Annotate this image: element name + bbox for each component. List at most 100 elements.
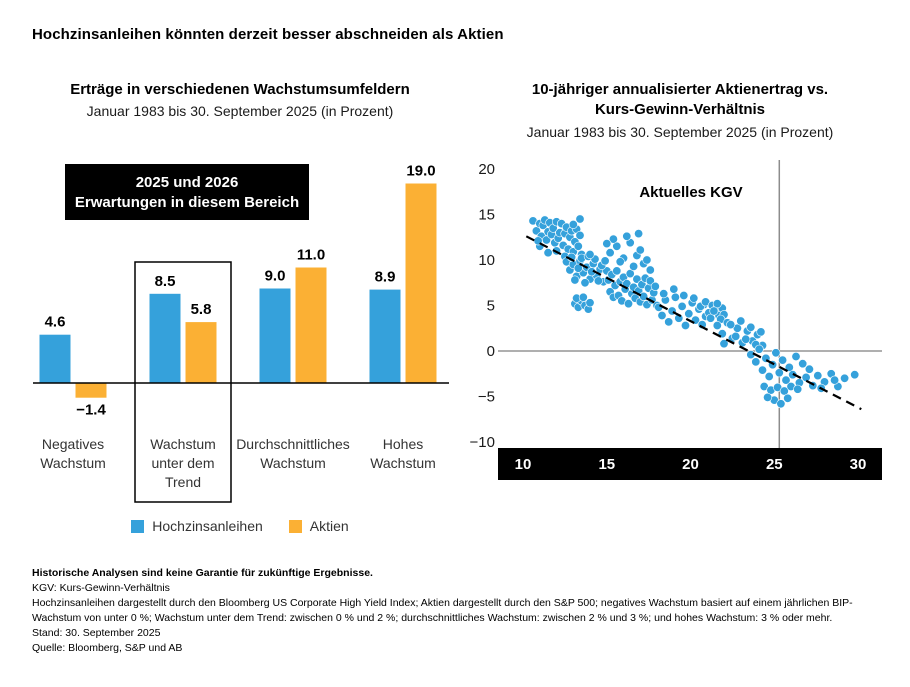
bar	[149, 293, 181, 384]
bar-value-label: 5.8	[191, 301, 212, 318]
scatter-chart-title-line2: Kurs-Gewinn-Verhältnis	[594, 101, 766, 119]
scatter-point	[778, 355, 788, 365]
legend-swatch-yellow	[288, 519, 302, 533]
annotation-box	[65, 164, 309, 220]
bar-value-label: −1.4	[76, 402, 106, 419]
scatter-point	[612, 241, 622, 251]
scatter-point	[712, 321, 722, 331]
scatter-point	[639, 291, 649, 301]
scatter-point	[793, 384, 803, 394]
scatter-point	[741, 334, 751, 344]
scatter-point	[774, 368, 784, 378]
bar	[185, 322, 217, 383]
category-label: Wachstum	[150, 436, 216, 452]
scatter-point	[804, 364, 814, 374]
legend-item-aktien: Aktien	[288, 518, 349, 534]
scatter-chart-header: 10-jähriger annualisierter Aktienertrag …	[465, 80, 895, 140]
scatter-point	[776, 399, 786, 409]
scatter-point	[840, 373, 850, 383]
scatter-point	[757, 365, 767, 375]
scatter-point	[712, 299, 722, 309]
bar	[295, 267, 327, 383]
scatter-point	[578, 292, 588, 302]
category-label: Hohes	[383, 436, 423, 452]
bar	[405, 183, 437, 383]
bar-value-label: 4.6	[45, 314, 66, 331]
scatter-point	[615, 257, 625, 267]
scatter-point	[650, 281, 660, 291]
scatter-point	[602, 239, 612, 249]
bar-chart-title: Erträge in verschiedenen Wachstumsumfeld…	[70, 81, 410, 98]
bar-value-label: 9.0	[265, 268, 286, 285]
scatter-point	[622, 231, 632, 241]
scatter-point	[679, 291, 689, 301]
scatter-point	[543, 248, 553, 258]
x-tick-label: 10	[515, 456, 532, 473]
category-label: unter dem	[151, 455, 214, 471]
scatter-point	[764, 372, 774, 382]
scatter-point	[575, 214, 585, 224]
scatter-point	[634, 229, 644, 239]
legend-item-hochzinsanleihen: Hochzinsanleihen	[131, 518, 263, 534]
scatter-point	[684, 309, 694, 319]
category-label: Wachstum	[260, 455, 326, 471]
scatter-point	[573, 241, 583, 251]
category-label: Wachstum	[370, 455, 436, 471]
y-tick-label: 15	[478, 207, 495, 224]
scatter-point	[801, 372, 811, 382]
footnote-kgv: KGV: Kurs-Gewinn-Verhältnis	[32, 581, 170, 594]
x-tick-label: 15	[598, 456, 615, 473]
scatter-chart: 20 15 10 5 0 −5 −10 10 15 20 25 30 Aktuelles KGV	[470, 160, 882, 480]
scatter-point	[746, 322, 756, 332]
legend-label-hochzinsanleihen: Hochzinsanleihen	[152, 518, 263, 534]
scatter-point	[585, 250, 595, 260]
scatter-point	[568, 220, 578, 230]
scatter-point	[830, 375, 840, 385]
bar-chart-legend: Hochzinsanleihen Aktien	[25, 518, 455, 534]
scatter-point	[798, 359, 808, 369]
annotation-text: 2025 und 2026	[136, 174, 239, 191]
scatter-point	[625, 269, 635, 279]
y-tick-label: 20	[478, 161, 495, 178]
bar-chart-header: Erträge in verschiedenen Wachstumsumfeld…	[25, 80, 455, 119]
scatter-point	[593, 276, 603, 286]
y-tick-label: 10	[478, 252, 495, 269]
x-axis-band	[498, 448, 882, 480]
scatter-point	[608, 234, 618, 244]
scatter-point	[731, 331, 741, 341]
highlight-box	[134, 261, 232, 503]
bar-chart-subtitle: Januar 1983 bis 30. September 2025 (in P…	[86, 103, 394, 120]
scatter-point	[726, 320, 736, 330]
x-tick-label: 20	[682, 456, 699, 473]
x-tick-label: 25	[766, 456, 783, 473]
y-tick-label: −10	[470, 434, 495, 451]
scatter-point	[657, 311, 667, 321]
category-label: Durchschnittliches	[236, 436, 350, 452]
bar-value-label: 8.9	[375, 269, 396, 286]
footnote-methodology: Hochzinsanleihen dargestellt durch den B…	[32, 596, 853, 624]
scatter-point	[756, 327, 766, 337]
bar	[39, 334, 71, 383]
bar-value-label: 11.0	[297, 247, 325, 264]
y-tick-label: 5	[487, 298, 495, 315]
scatter-point	[605, 248, 615, 258]
scatter-point	[645, 265, 655, 275]
scatter-point	[781, 375, 791, 385]
scatter-point	[784, 362, 794, 372]
scatter-point	[659, 289, 669, 299]
legend-label-aktien: Aktien	[309, 518, 349, 534]
scatter-point	[763, 392, 773, 402]
bar-value-label: 8.5	[155, 273, 176, 290]
scatter-point	[681, 321, 691, 331]
x-tick-label: 30	[850, 456, 867, 473]
bar	[75, 383, 107, 398]
scatter-point	[719, 339, 729, 349]
footnote-source: Quelle: Bloomberg, S&P und AB	[32, 641, 183, 654]
annotation-text: Erwartungen in diesem Bereich	[75, 194, 299, 211]
bar	[369, 289, 401, 384]
y-tick-label: 0	[487, 343, 495, 360]
scatter-point	[600, 256, 610, 266]
scatter-point	[612, 266, 622, 276]
y-tick-label: −5	[478, 389, 495, 406]
scatter-point	[771, 348, 781, 358]
